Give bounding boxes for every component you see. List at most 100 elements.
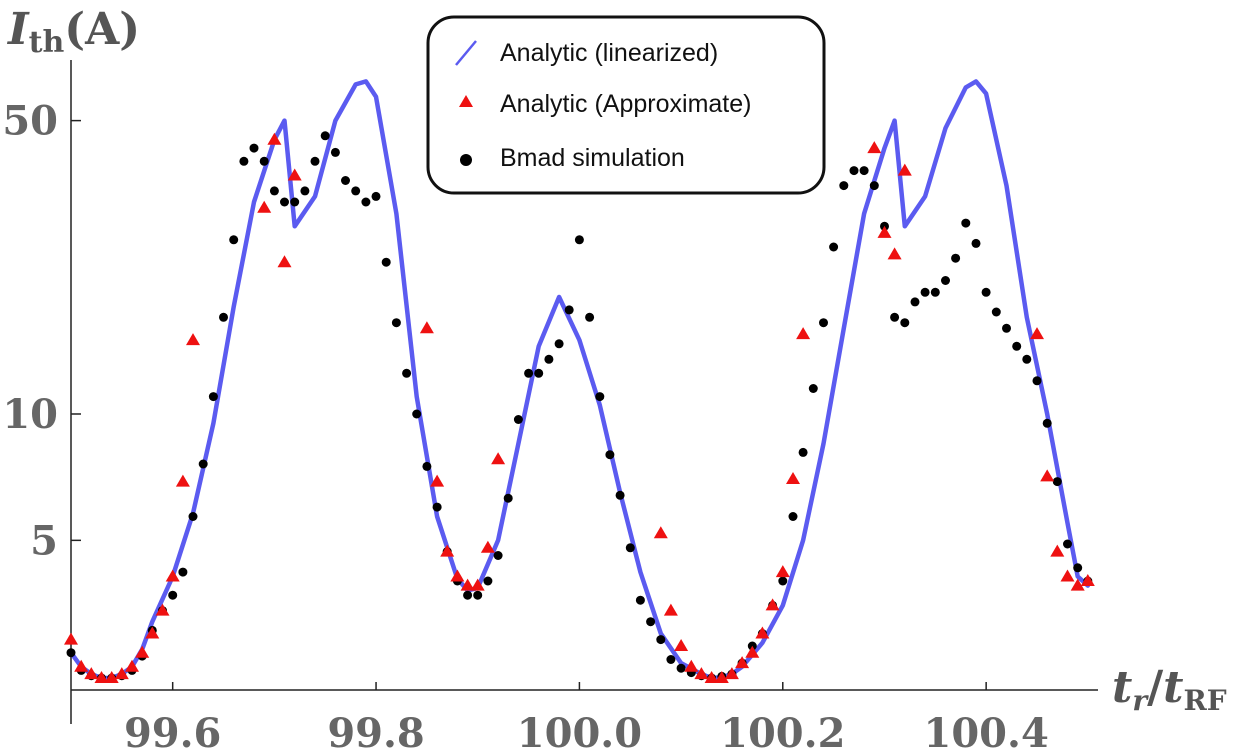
approximate-point xyxy=(1070,578,1085,591)
bmad-point xyxy=(351,186,361,196)
bmad-point xyxy=(188,512,198,521)
y-tick-label: 5 xyxy=(30,517,58,564)
approximate-point xyxy=(1050,544,1065,557)
bmad-point xyxy=(564,305,574,315)
bmad-point xyxy=(66,648,76,658)
bmad-point xyxy=(168,590,178,600)
approximate-point xyxy=(155,603,170,616)
bmad-point xyxy=(259,156,269,166)
legend-line-marker xyxy=(455,40,477,66)
x-tick-label: 100.0 xyxy=(517,710,642,756)
x-tick-label: 99.8 xyxy=(327,710,424,756)
approximate-point xyxy=(755,626,770,639)
bmad-point xyxy=(320,131,330,141)
x-axis-title-sub-main: r xyxy=(1132,684,1149,717)
bmad-point xyxy=(849,166,859,176)
y-axis-title-sub: th xyxy=(29,25,65,60)
bmad-point xyxy=(341,176,350,185)
approximate-point xyxy=(745,645,760,658)
approximate-point xyxy=(430,474,445,487)
approximate-point xyxy=(877,225,892,238)
approximate-point xyxy=(735,656,750,669)
bmad-point xyxy=(1052,477,1062,487)
bmad-point xyxy=(554,339,564,349)
approximate-point xyxy=(480,540,495,553)
approximate-point xyxy=(114,667,129,680)
bmad-point xyxy=(1002,323,1011,333)
approximate-point xyxy=(704,671,719,683)
approximate-point xyxy=(267,132,282,145)
y-tick-label: 50 xyxy=(2,98,58,145)
bmad-point xyxy=(432,502,442,512)
bmad-point xyxy=(666,655,676,664)
approximate-point xyxy=(765,598,780,611)
approximate-point xyxy=(684,659,699,672)
approximate-point xyxy=(64,632,78,645)
approximate-point xyxy=(74,659,89,672)
approximate-point xyxy=(1040,469,1055,482)
y-axis-title-main: I xyxy=(6,4,30,55)
bmad-point xyxy=(493,551,503,560)
bmad-point xyxy=(656,635,666,645)
bmad-point xyxy=(574,235,584,245)
approximate-point xyxy=(887,247,902,260)
x-axis-title-sub-denom: RF xyxy=(1184,684,1227,717)
bmad-point xyxy=(371,191,381,201)
bmad-point xyxy=(991,307,1001,317)
bmad-point xyxy=(1063,539,1072,549)
approximate-point xyxy=(663,603,678,616)
bmad-point xyxy=(219,312,228,322)
bmad-point xyxy=(412,409,422,419)
bmad-point xyxy=(229,235,239,245)
approximate-point xyxy=(104,671,119,683)
approximate-point xyxy=(84,667,99,680)
approximate-point xyxy=(419,321,434,334)
data-series xyxy=(64,79,1095,683)
tick-marks xyxy=(71,119,987,690)
approximate-point xyxy=(1080,574,1095,586)
bmad-point xyxy=(534,368,544,378)
approximate-point xyxy=(1030,327,1044,340)
approximate-point xyxy=(775,565,790,578)
bmad-point xyxy=(951,253,961,263)
bmad-point xyxy=(941,276,950,285)
bmad-point xyxy=(971,238,981,248)
bmad-point xyxy=(269,186,279,196)
y-tick-label: 10 xyxy=(2,391,58,438)
bmad-point xyxy=(595,392,605,402)
approximate-point xyxy=(470,578,485,591)
x-axis-title-main: t xyxy=(1112,662,1132,713)
axes xyxy=(70,60,1098,724)
bmad-point xyxy=(635,595,645,605)
approximate-point xyxy=(165,569,180,582)
bmad-point xyxy=(239,156,249,166)
bmad-point xyxy=(249,143,259,153)
legend-box xyxy=(426,15,826,195)
bmad-point xyxy=(381,257,391,267)
bmad-point xyxy=(819,318,828,328)
bmad-point xyxy=(503,493,513,503)
bmad-point xyxy=(402,368,412,378)
legend-triangle-marker xyxy=(459,95,473,107)
bmad-point xyxy=(1022,354,1032,364)
approximate-point xyxy=(145,626,160,639)
legend-dot-marker xyxy=(460,154,472,166)
bmad-point xyxy=(646,617,656,627)
bmad-point xyxy=(869,181,879,191)
bmad-point xyxy=(178,567,188,577)
tick-labels: 99.6 99.8 100.0 100.2 100.4 5 10 50 xyxy=(2,98,1048,756)
x-tick-label: 99.6 xyxy=(124,710,221,756)
approximate-point xyxy=(287,168,302,181)
approximate-point xyxy=(867,141,882,154)
bmad-point xyxy=(198,459,208,469)
x-axis-title: tr/tRF xyxy=(1112,662,1227,717)
bmad-point xyxy=(890,312,900,322)
approximate-point xyxy=(450,569,465,582)
approximate-point xyxy=(186,333,200,346)
bmad-point xyxy=(422,461,432,471)
approximate-point xyxy=(491,452,506,465)
approximate-point xyxy=(257,200,272,213)
bmad-point xyxy=(310,156,320,166)
bmad-point xyxy=(544,354,554,364)
bmad-point xyxy=(676,663,686,673)
